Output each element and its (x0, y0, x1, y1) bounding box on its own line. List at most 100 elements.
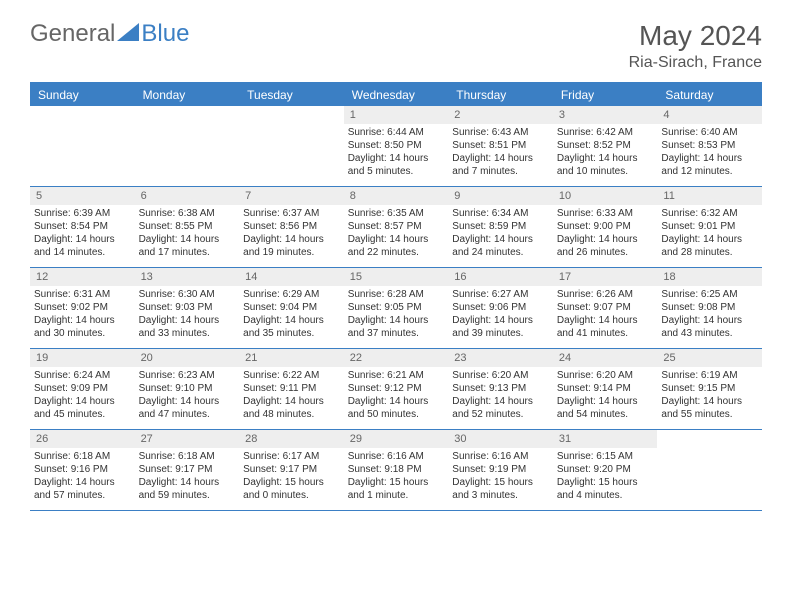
day-number: 3 (553, 106, 658, 124)
day-body: Sunrise: 6:16 AMSunset: 9:18 PMDaylight:… (344, 450, 449, 506)
day-body: Sunrise: 6:29 AMSunset: 9:04 PMDaylight:… (239, 288, 344, 344)
day-cell: 13Sunrise: 6:30 AMSunset: 9:03 PMDayligh… (135, 268, 240, 348)
sunset-text: Sunset: 9:03 PM (139, 301, 236, 314)
day-number: 8 (344, 187, 449, 205)
week-row: 5 Sunrise: 6:39 AMSunset: 8:54 PMDaylight… (30, 187, 762, 268)
day-body: Sunrise: 6:20 AMSunset: 9:14 PMDaylight:… (553, 369, 658, 425)
sunrise-text: Sunrise: 6:20 AM (557, 369, 654, 382)
day-number: 29 (344, 430, 449, 448)
sunrise-text: Sunrise: 6:28 AM (348, 288, 445, 301)
day-body: Sunrise: 6:24 AMSunset: 9:09 PMDaylight:… (30, 369, 135, 425)
sunset-text: Sunset: 9:18 PM (348, 463, 445, 476)
day-body: Sunrise: 6:39 AMSunset: 8:54 PMDaylight:… (30, 207, 135, 263)
day-cell: 30 Sunrise: 6:16 AMSunset: 9:19 PMDayligh… (448, 430, 553, 510)
sunrise-text: Sunrise: 6:17 AM (243, 450, 340, 463)
title-month: May 2024 (629, 20, 762, 52)
day-body: Sunrise: 6:33 AMSunset: 9:00 PMDaylight:… (553, 207, 658, 263)
sunrise-text: Sunrise: 6:29 AM (243, 288, 340, 301)
day-cell: 27Sunrise: 6:18 AMSunset: 9:17 PMDayligh… (135, 430, 240, 510)
day-cell: 24 Sunrise: 6:20 AMSunset: 9:14 PMDayligh… (553, 349, 658, 429)
day-number: 19 (30, 349, 135, 367)
sunrise-text: Sunrise: 6:30 AM (139, 288, 236, 301)
sunrise-text: Sunrise: 6:25 AM (661, 288, 758, 301)
daylight-text: Daylight: 14 hours and 14 minutes. (34, 233, 131, 259)
sunrise-text: Sunrise: 6:40 AM (661, 126, 758, 139)
day-number: 15 (344, 268, 449, 286)
sunset-text: Sunset: 9:04 PM (243, 301, 340, 314)
sunset-text: Sunset: 8:55 PM (139, 220, 236, 233)
day-number: 17 (553, 268, 658, 286)
daylight-text: Daylight: 14 hours and 55 minutes. (661, 395, 758, 421)
daylight-text: Daylight: 14 hours and 52 minutes. (452, 395, 549, 421)
day-number: 27 (135, 430, 240, 448)
sunrise-text: Sunrise: 6:38 AM (139, 207, 236, 220)
day-body: Sunrise: 6:18 AMSunset: 9:16 PMDaylight:… (30, 450, 135, 506)
day-body: Sunrise: 6:28 AMSunset: 9:05 PMDaylight:… (344, 288, 449, 344)
daylight-text: Daylight: 14 hours and 39 minutes. (452, 314, 549, 340)
logo-triangle-icon (117, 20, 139, 48)
day-body: Sunrise: 6:17 AMSunset: 9:17 PMDaylight:… (239, 450, 344, 506)
day-body: Sunrise: 6:20 AMSunset: 9:13 PMDaylight:… (448, 369, 553, 425)
sunset-text: Sunset: 9:13 PM (452, 382, 549, 395)
daylight-text: Daylight: 15 hours and 0 minutes. (243, 476, 340, 502)
week-row: 26Sunrise: 6:18 AMSunset: 9:16 PMDayligh… (30, 430, 762, 511)
day-number: 18 (657, 268, 762, 286)
title-block: May 2024 Ria-Sirach, France (629, 20, 762, 72)
day-number: 10 (553, 187, 658, 205)
sunset-text: Sunset: 9:05 PM (348, 301, 445, 314)
sunset-text: Sunset: 8:53 PM (661, 139, 758, 152)
day-cell: 20Sunrise: 6:23 AMSunset: 9:10 PMDayligh… (135, 349, 240, 429)
sunrise-text: Sunrise: 6:35 AM (348, 207, 445, 220)
sunrise-text: Sunrise: 6:23 AM (139, 369, 236, 382)
brand-part1: General (30, 20, 115, 48)
day-cell (657, 430, 762, 510)
day-body: Sunrise: 6:32 AMSunset: 9:01 PMDaylight:… (657, 207, 762, 263)
day-cell: 17Sunrise: 6:26 AMSunset: 9:07 PMDayligh… (553, 268, 658, 348)
day-body: Sunrise: 6:16 AMSunset: 9:19 PMDaylight:… (448, 450, 553, 506)
dayname-monday: Monday (135, 84, 240, 106)
calendar-grid: Sunday Monday Tuesday Wednesday Thursday… (30, 82, 762, 511)
day-number: 21 (239, 349, 344, 367)
dayname-wednesday: Wednesday (344, 84, 449, 106)
daylight-text: Daylight: 14 hours and 24 minutes. (452, 233, 549, 259)
daylight-text: Daylight: 14 hours and 30 minutes. (34, 314, 131, 340)
day-cell: 11Sunrise: 6:32 AMSunset: 9:01 PMDayligh… (657, 187, 762, 267)
day-number: 30 (448, 430, 553, 448)
day-number: 24 (553, 349, 658, 367)
sunrise-text: Sunrise: 6:37 AM (243, 207, 340, 220)
day-number: 5 (30, 187, 135, 205)
sunset-text: Sunset: 9:09 PM (34, 382, 131, 395)
sunrise-text: Sunrise: 6:42 AM (557, 126, 654, 139)
day-cell (30, 106, 135, 186)
day-body: Sunrise: 6:44 AMSunset: 8:50 PMDaylight:… (344, 126, 449, 182)
brand-logo: General Blue (30, 20, 189, 48)
sunset-text: Sunset: 9:06 PM (452, 301, 549, 314)
sunrise-text: Sunrise: 6:34 AM (452, 207, 549, 220)
sunset-text: Sunset: 9:11 PM (243, 382, 340, 395)
daylight-text: Daylight: 14 hours and 37 minutes. (348, 314, 445, 340)
day-body: Sunrise: 6:43 AMSunset: 8:51 PMDaylight:… (448, 126, 553, 182)
daylight-text: Daylight: 14 hours and 43 minutes. (661, 314, 758, 340)
daylight-text: Daylight: 14 hours and 48 minutes. (243, 395, 340, 421)
sunset-text: Sunset: 9:01 PM (661, 220, 758, 233)
daylight-text: Daylight: 14 hours and 45 minutes. (34, 395, 131, 421)
day-header-row: Sunday Monday Tuesday Wednesday Thursday… (30, 84, 762, 106)
daylight-text: Daylight: 14 hours and 26 minutes. (557, 233, 654, 259)
sunrise-text: Sunrise: 6:19 AM (661, 369, 758, 382)
day-body: Sunrise: 6:25 AMSunset: 9:08 PMDaylight:… (657, 288, 762, 344)
sunset-text: Sunset: 9:17 PM (243, 463, 340, 476)
daylight-text: Daylight: 14 hours and 7 minutes. (452, 152, 549, 178)
day-body: Sunrise: 6:22 AMSunset: 9:11 PMDaylight:… (239, 369, 344, 425)
sunrise-text: Sunrise: 6:31 AM (34, 288, 131, 301)
daylight-text: Daylight: 14 hours and 33 minutes. (139, 314, 236, 340)
daylight-text: Daylight: 14 hours and 17 minutes. (139, 233, 236, 259)
week-row: 19 Sunrise: 6:24 AMSunset: 9:09 PMDayligh… (30, 349, 762, 430)
page-header: General Blue May 2024 Ria-Sirach, France (0, 0, 792, 82)
day-body: Sunrise: 6:19 AMSunset: 9:15 PMDaylight:… (657, 369, 762, 425)
day-number: 12 (30, 268, 135, 286)
dayname-saturday: Saturday (657, 84, 762, 106)
day-cell: 7Sunrise: 6:37 AMSunset: 8:56 PMDaylight… (239, 187, 344, 267)
dayname-tuesday: Tuesday (239, 84, 344, 106)
day-cell: 9Sunrise: 6:34 AMSunset: 8:59 PMDaylight… (448, 187, 553, 267)
day-cell: 25Sunrise: 6:19 AMSunset: 9:15 PMDayligh… (657, 349, 762, 429)
